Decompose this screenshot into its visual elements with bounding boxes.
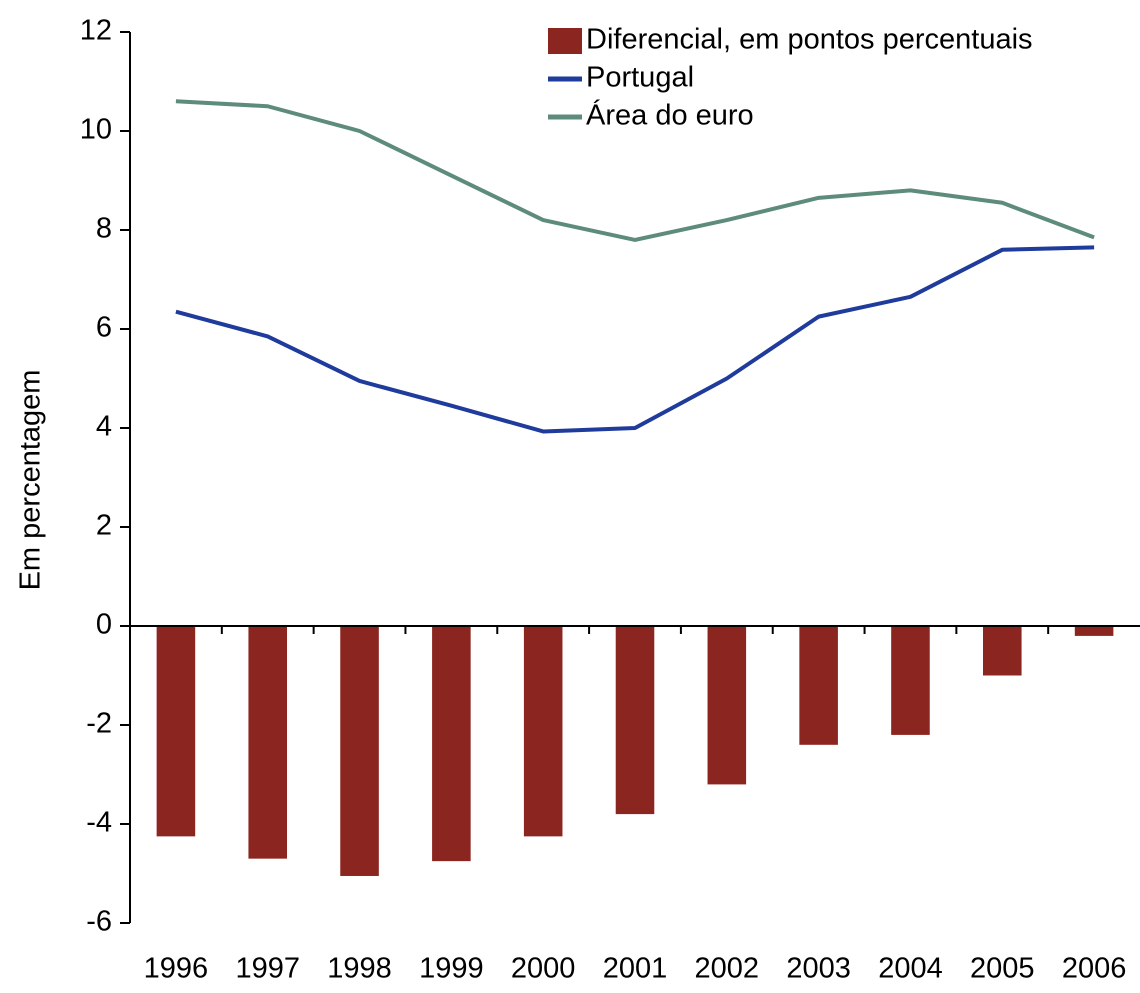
x-tick-label: 1997 (235, 953, 300, 985)
line (175, 99, 1095, 242)
y-tick-label: 4 (96, 411, 112, 443)
x-tick-label: 1999 (419, 953, 484, 985)
y-tick-label: 12 (80, 15, 112, 47)
y-tick-label: 8 (96, 213, 112, 245)
x-tick-label: 2002 (695, 953, 760, 985)
y-axis-label: Em percentagem (15, 370, 47, 591)
x-tick-label: 2000 (511, 953, 576, 985)
x-tick-label: 2005 (970, 953, 1035, 985)
bar (982, 626, 1022, 676)
y-tick-label: 0 (96, 609, 112, 641)
line (175, 245, 1095, 434)
legend-label: Diferencial, em pontos percentuais (586, 24, 1033, 56)
x-tick-label: 2001 (603, 953, 668, 985)
bar (891, 626, 930, 735)
bar (156, 626, 196, 837)
bar (340, 626, 379, 876)
y-tick-label: 6 (96, 312, 112, 344)
bar (248, 626, 288, 859)
bar (707, 626, 747, 785)
bar (523, 626, 563, 837)
legend-swatch (548, 28, 582, 54)
bar (799, 626, 838, 745)
bar (615, 626, 655, 815)
x-tick-label: 2004 (878, 953, 943, 985)
y-tick-label: -2 (86, 708, 112, 740)
x-tick-label: 1996 (144, 953, 209, 985)
x-tick-label: 2006 (1062, 953, 1127, 985)
y-tick-label: 2 (96, 510, 112, 542)
bar (432, 626, 471, 862)
y-tick-label: 10 (80, 114, 112, 146)
x-tick-label: 1998 (327, 953, 392, 985)
legend-label: Portugal (586, 62, 694, 94)
bar (1074, 626, 1114, 636)
y-tick-label: -4 (86, 807, 112, 839)
x-tick-label: 2003 (786, 953, 851, 985)
y-tick-label: -6 (86, 906, 112, 938)
legend-label: Área do euro (586, 99, 754, 132)
